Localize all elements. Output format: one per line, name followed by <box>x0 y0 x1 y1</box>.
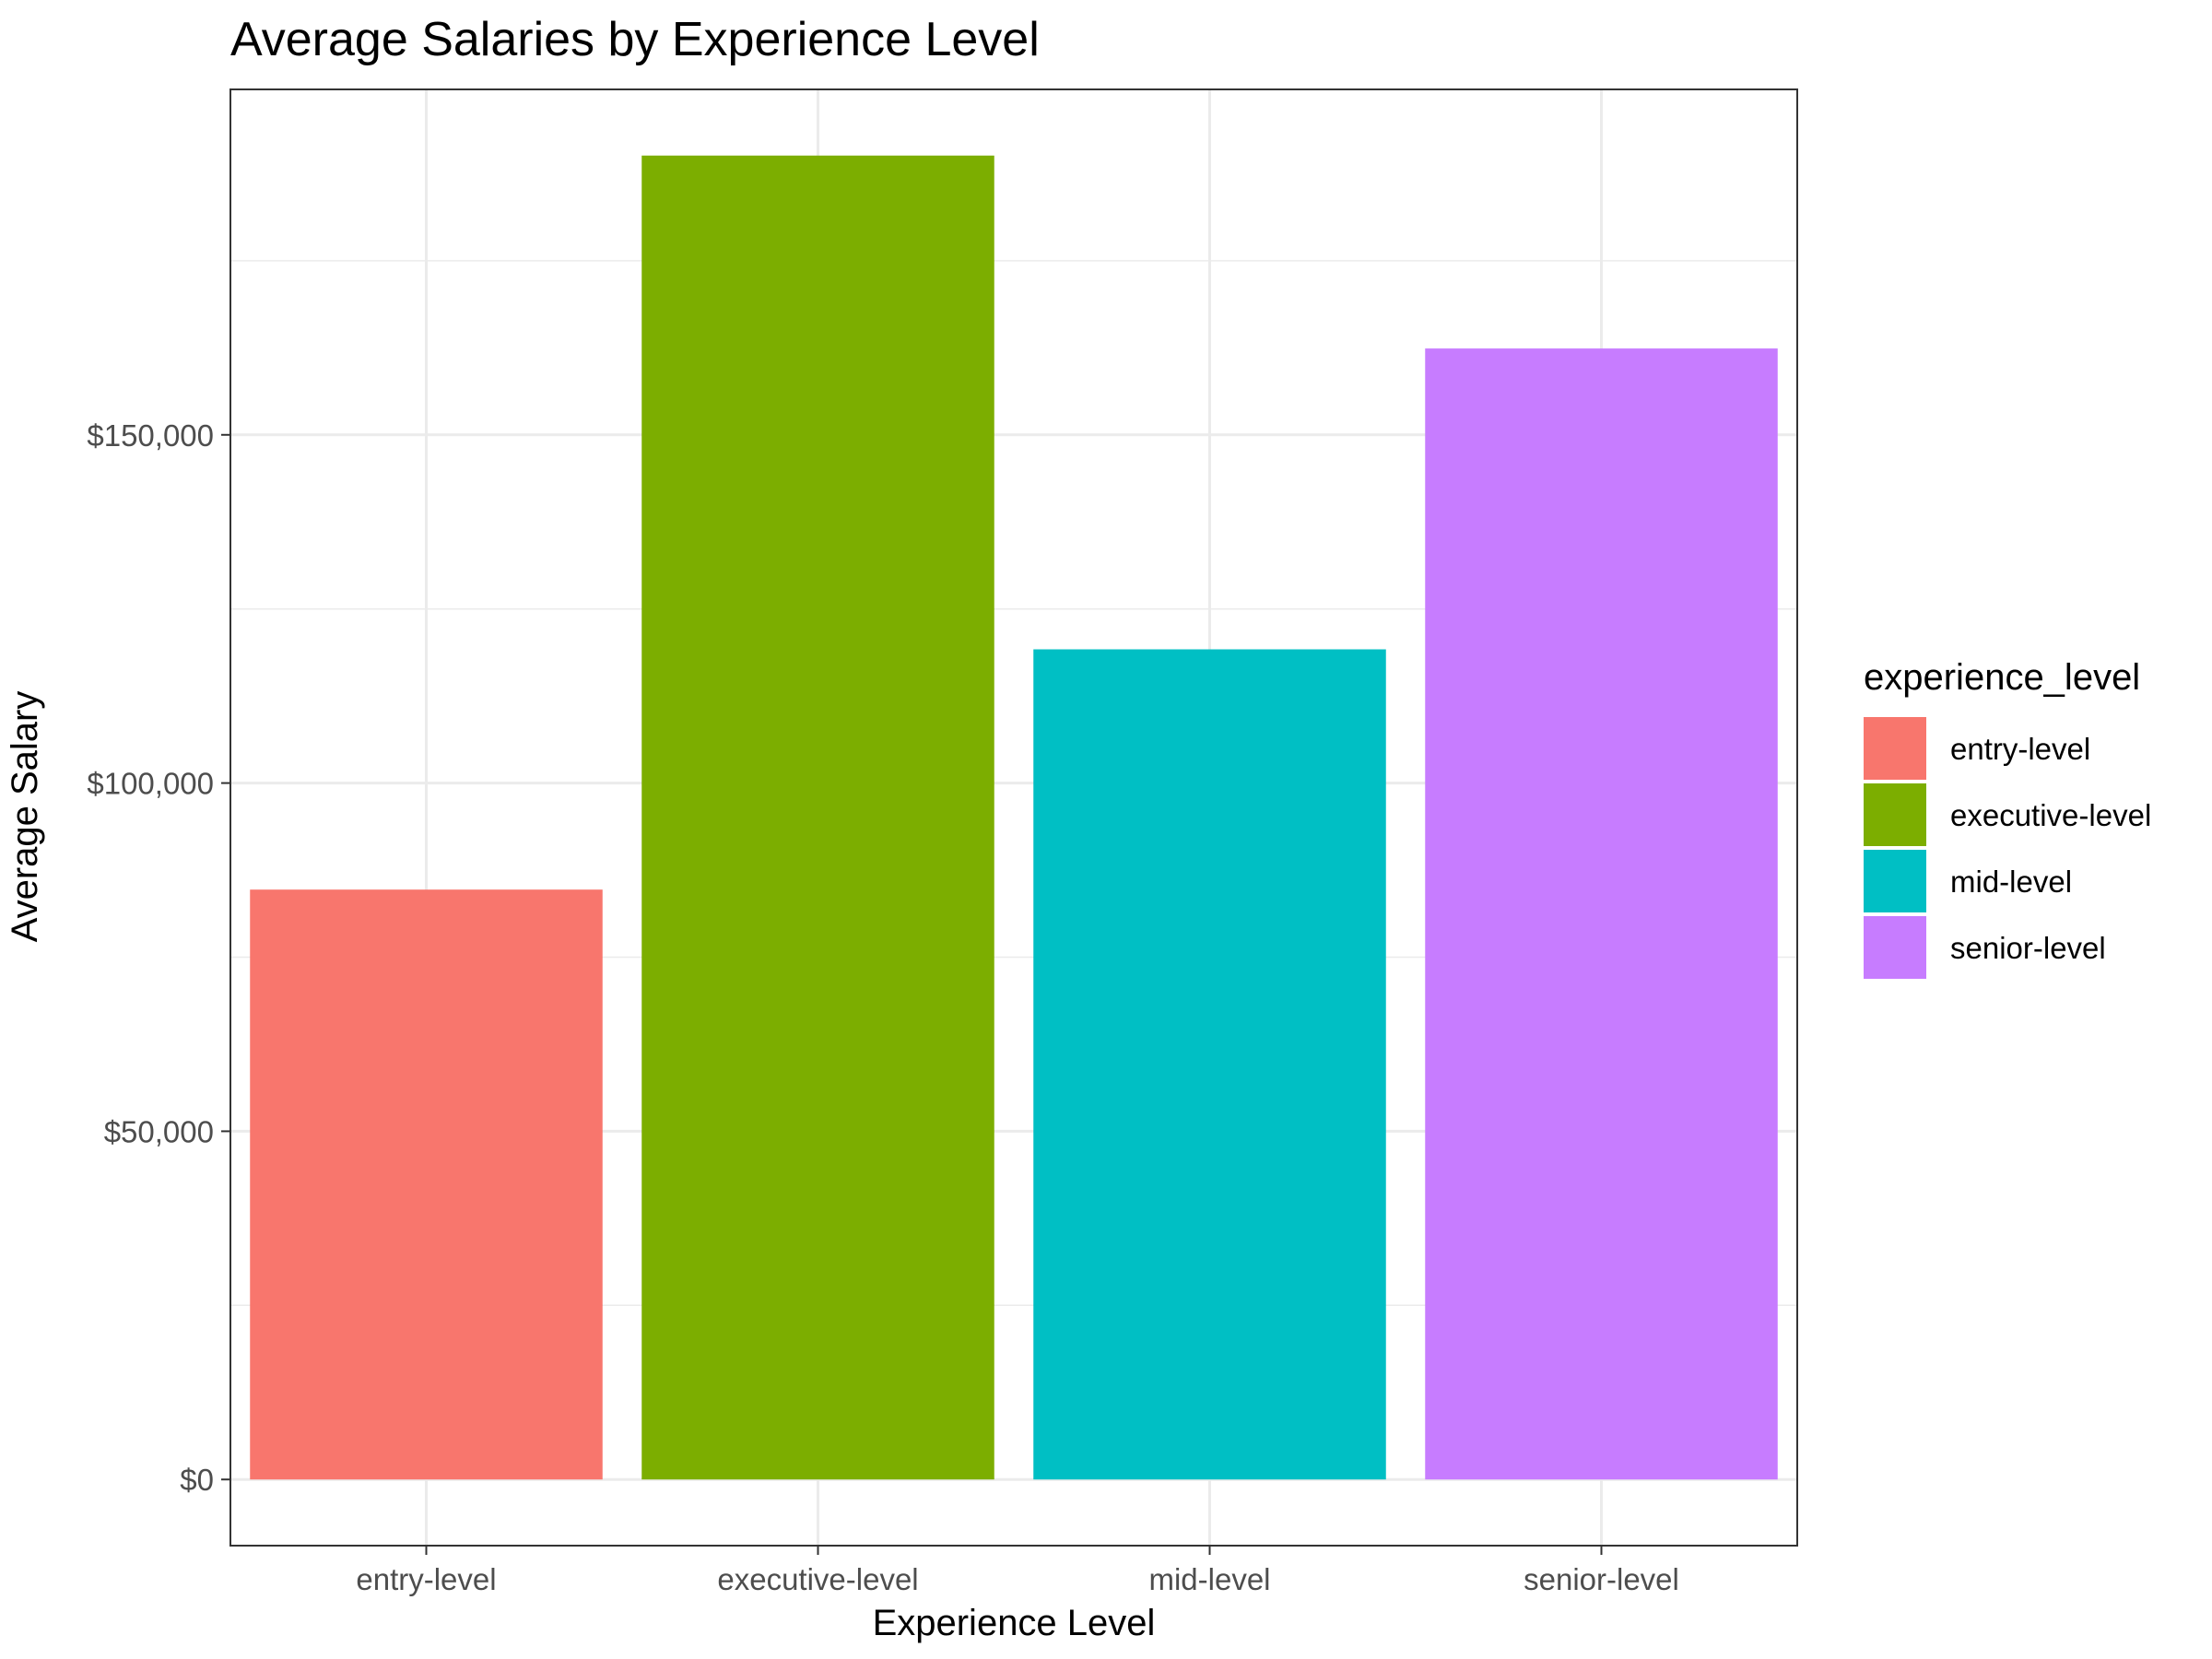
legend-label: executive-level <box>1950 798 2151 832</box>
plot-panel-border <box>229 88 1798 1547</box>
x-tick-label: senior-level <box>1524 1562 1679 1596</box>
y-tick-label: $50,000 <box>104 1114 214 1148</box>
legend-label: senior-level <box>1950 931 2106 965</box>
legend-key-senior-level <box>1864 916 1926 979</box>
legend: experience_level entry-level executive-le… <box>1864 657 2151 979</box>
legend-title: experience_level <box>1864 657 2140 698</box>
x-axis-title: Experience Level <box>873 1603 1156 1643</box>
x-tick-label: mid-level <box>1148 1562 1270 1596</box>
legend-key-entry-level <box>1864 717 1926 780</box>
y-tick-label: $150,000 <box>87 418 214 453</box>
y-tick-label: $0 <box>180 1463 214 1497</box>
x-tick-label: executive-level <box>717 1562 918 1596</box>
legend-key-executive-level <box>1864 783 1926 846</box>
y-tick-label: $100,000 <box>87 767 214 801</box>
legend-label: entry-level <box>1950 732 2090 766</box>
y-axis-title: Average Salary <box>5 691 45 943</box>
bar-mid-level <box>1033 649 1386 1480</box>
x-axis: entry-level executive-level mid-level senio… <box>356 1546 1679 1596</box>
legend-label: mid-level <box>1950 865 2072 899</box>
bar-senior-level <box>1425 348 1778 1480</box>
bars <box>250 155 1778 1480</box>
legend-key-mid-level <box>1864 850 1926 912</box>
bar-entry-level <box>250 889 603 1480</box>
y-axis: $0 $50,000 $100,000 $150,000 <box>87 418 230 1497</box>
chart-title: Average Salaries by Experience Level <box>230 13 1040 66</box>
bar-executive-level <box>641 155 994 1480</box>
x-tick-label: entry-level <box>356 1562 496 1596</box>
